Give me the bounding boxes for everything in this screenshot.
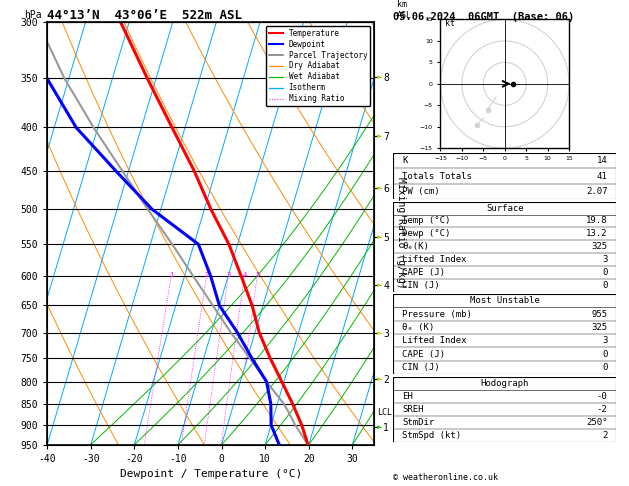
Text: θₑ (K): θₑ (K) [402, 323, 434, 332]
Text: 19.8: 19.8 [586, 216, 608, 226]
Text: 14: 14 [597, 156, 608, 165]
Text: StmSpd (kt): StmSpd (kt) [402, 431, 461, 440]
Text: 325: 325 [591, 242, 608, 251]
X-axis label: Dewpoint / Temperature (°C): Dewpoint / Temperature (°C) [120, 469, 302, 479]
Text: 2.07: 2.07 [586, 187, 608, 196]
Text: CAPE (J): CAPE (J) [402, 349, 445, 359]
Text: SREH: SREH [402, 405, 423, 414]
Text: Temp (°C): Temp (°C) [402, 216, 450, 226]
Text: ►: ► [377, 376, 383, 382]
Text: 5: 5 [255, 272, 259, 278]
Text: ►: ► [377, 424, 383, 430]
Text: Lifted Index: Lifted Index [402, 255, 467, 264]
Text: 3: 3 [602, 336, 608, 346]
Text: 13.2: 13.2 [586, 229, 608, 238]
Text: CAPE (J): CAPE (J) [402, 268, 445, 277]
Text: hPa: hPa [25, 10, 42, 20]
Text: 44°13’N  43°06’E  522m ASL: 44°13’N 43°06’E 522m ASL [47, 9, 242, 22]
Legend: Temperature, Dewpoint, Parcel Trajectory, Dry Adiabat, Wet Adiabat, Isotherm, Mi: Temperature, Dewpoint, Parcel Trajectory… [266, 26, 370, 106]
Text: 3: 3 [226, 272, 230, 278]
Text: 41: 41 [597, 172, 608, 181]
Bar [393, 377, 616, 390]
Text: 3: 3 [602, 255, 608, 264]
Text: Most Unstable: Most Unstable [470, 296, 540, 305]
Text: 0: 0 [602, 363, 608, 372]
Text: Hodograph: Hodograph [481, 379, 529, 388]
Text: LCL: LCL [377, 408, 392, 417]
Bar [393, 202, 616, 214]
Text: -0: -0 [597, 392, 608, 401]
Y-axis label: Mixing Ratio (g/kg): Mixing Ratio (g/kg) [396, 177, 406, 289]
Bar [393, 294, 616, 308]
Text: 1: 1 [169, 272, 174, 278]
Text: ►: ► [377, 185, 383, 191]
Text: Surface: Surface [486, 204, 523, 212]
Text: EH: EH [402, 392, 413, 401]
Text: 2: 2 [602, 431, 608, 440]
Text: 250°: 250° [586, 418, 608, 427]
Text: © weatheronline.co.uk: © weatheronline.co.uk [393, 473, 498, 482]
Text: CIN (J): CIN (J) [402, 363, 440, 372]
Text: Totals Totals: Totals Totals [402, 172, 472, 181]
Text: 0: 0 [602, 349, 608, 359]
Text: 0: 0 [602, 281, 608, 290]
Text: ►: ► [377, 281, 383, 288]
Text: PW (cm): PW (cm) [402, 187, 440, 196]
Text: 4: 4 [242, 272, 247, 278]
Text: ►: ► [377, 74, 383, 80]
Text: StmDir: StmDir [402, 418, 434, 427]
Text: θₑ(K): θₑ(K) [402, 242, 429, 251]
Text: -2: -2 [597, 405, 608, 414]
Text: 0: 0 [602, 268, 608, 277]
Text: CIN (J): CIN (J) [402, 281, 440, 290]
Text: ►: ► [377, 134, 383, 139]
Text: Pressure (mb): Pressure (mb) [402, 310, 472, 319]
Text: kt: kt [445, 19, 455, 28]
Text: 955: 955 [591, 310, 608, 319]
Text: Lifted Index: Lifted Index [402, 336, 467, 346]
Text: 325: 325 [591, 323, 608, 332]
Text: Dewp (°C): Dewp (°C) [402, 229, 450, 238]
Text: ►: ► [377, 330, 383, 336]
Text: K: K [402, 156, 408, 165]
Text: ►: ► [377, 234, 383, 241]
Text: 05.06.2024  06GMT  (Base: 06): 05.06.2024 06GMT (Base: 06) [393, 12, 574, 22]
Text: km
ASL: km ASL [397, 0, 412, 20]
Text: 2: 2 [204, 272, 209, 278]
